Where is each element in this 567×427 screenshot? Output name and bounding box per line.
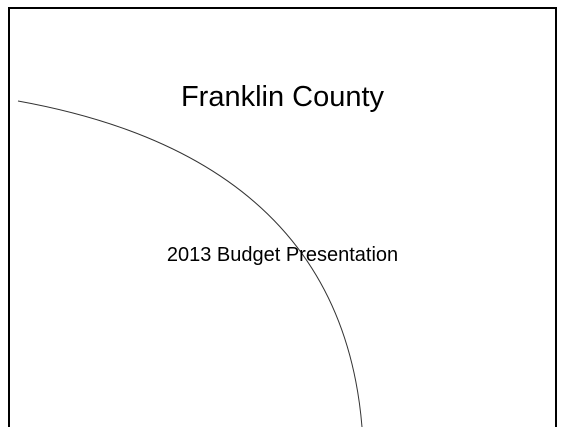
presentation-slide: Franklin County 2013 Budget Presentation: [8, 7, 557, 427]
decorative-arc: [17, 100, 363, 427]
slide-title: Franklin County: [180, 81, 385, 113]
slide-subtitle: 2013 Budget Presentation: [166, 244, 399, 266]
